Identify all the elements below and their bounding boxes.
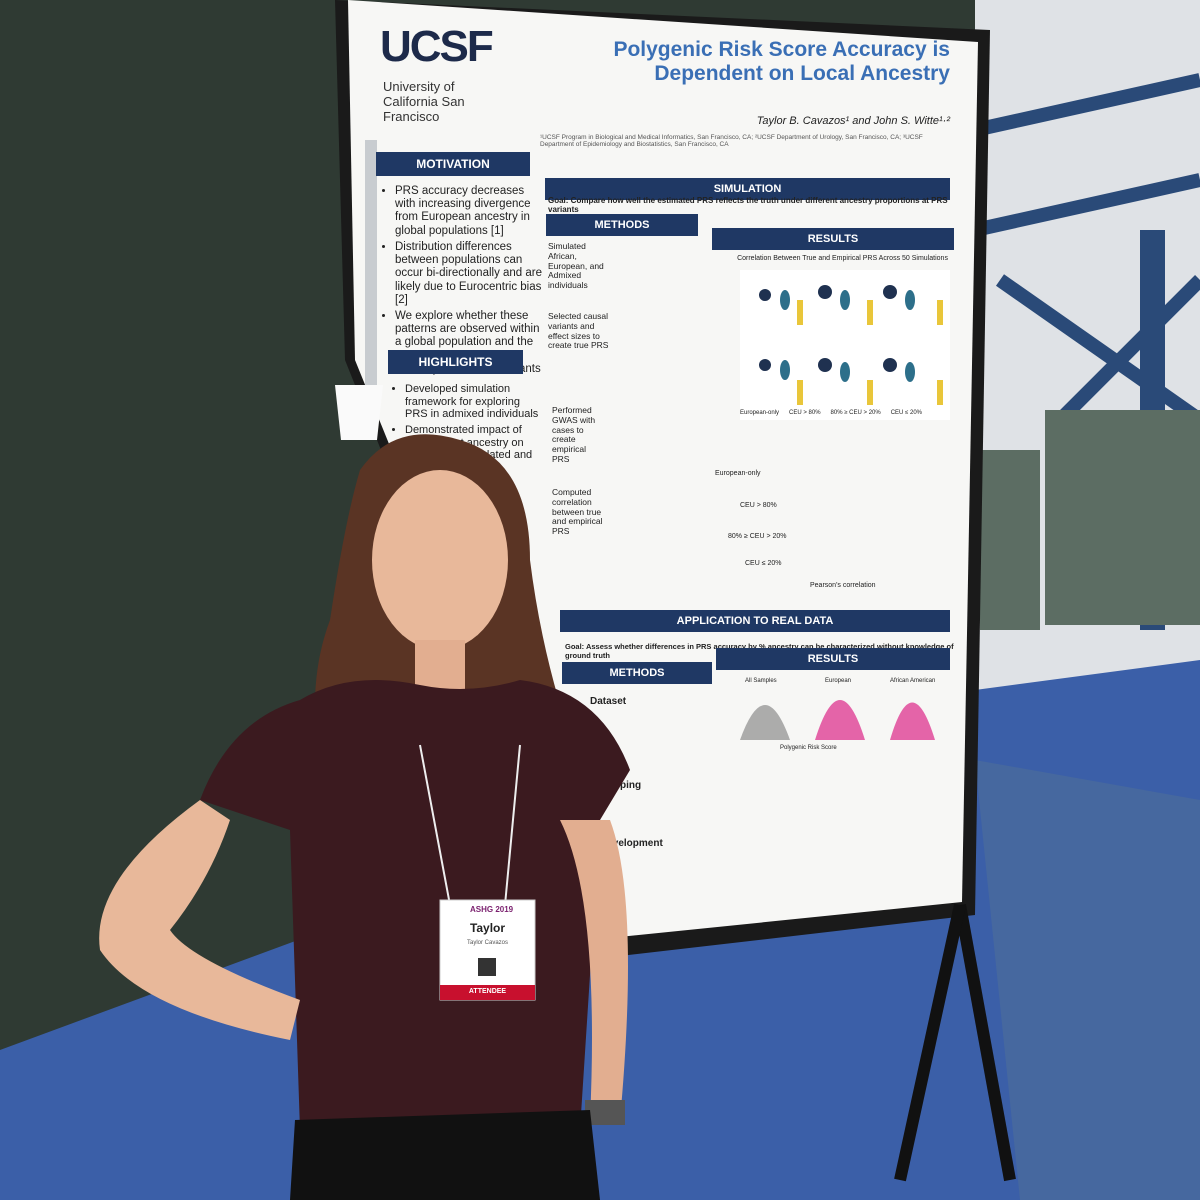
legend-entry: European-only <box>740 410 780 416</box>
row-label: European-only <box>715 470 761 477</box>
panel-title: African American <box>890 678 936 684</box>
plot-title: Correlation Between True and Empirical P… <box>737 255 948 262</box>
bullet-list: Developed simulation framework for explo… <box>395 383 540 477</box>
axis-label: Polygenic Risk Score <box>780 745 837 751</box>
badge-full-name: Taylor Cavazos <box>466 940 508 946</box>
row-label: CEU ≤ 20% <box>745 560 782 567</box>
section-heading: SIMULATION <box>545 178 950 200</box>
cup <box>335 385 383 440</box>
bullet: PRS accuracy decreases with increasing d… <box>395 185 545 238</box>
section-heading: MOTIVATION <box>376 152 530 176</box>
section-heading: RESULTS <box>716 648 950 670</box>
bullet: Developed simulation framework for explo… <box>405 383 540 421</box>
method-step: Performed GWAS with cases to create empi… <box>552 405 596 464</box>
affiliations: ¹UCSF Program in Biological and Medical … <box>540 134 923 149</box>
easel-leg <box>894 903 966 1182</box>
panel-title: European <box>825 678 852 684</box>
section-heading: HIGHLIGHTS <box>388 350 523 374</box>
method-item: Mapping <box>600 780 642 791</box>
authors: Taylor B. Cavazos¹ and John S. Witte¹·² <box>756 115 950 127</box>
row-label: CEU > 80% <box>740 502 777 509</box>
row-label: 80% ≥ CEU > 20% <box>728 533 787 540</box>
logo: UCSF <box>380 22 494 71</box>
truss <box>973 73 1200 426</box>
poster-title: Polygenic Risk Score Accuracy is Depende… <box>613 38 950 86</box>
legend-entry: CEU > 80% <box>789 410 821 416</box>
axis-label: Pearson's correlation <box>810 582 876 589</box>
goal: Goal: Compare how well the estimated PRS… <box>548 196 948 215</box>
method-step: Selected causal variants and effect size… <box>548 311 609 351</box>
panel-title: All Samples <box>745 678 777 684</box>
legend-entry: 80% ≥ CEU > 20% <box>830 410 881 416</box>
bullet: Distribution differences between populat… <box>395 241 545 307</box>
method-step: Computed correlation between true and em… <box>552 487 603 537</box>
badge-role: ATTENDEE <box>468 988 507 995</box>
carpet-shade <box>975 760 1200 1200</box>
bullet: Demonstrated impact of PRS variant ances… <box>405 424 540 475</box>
institution: University of California San Francisco <box>383 79 465 124</box>
badge-event: ASHG 2019 <box>470 905 514 914</box>
section-heading: RESULTS <box>712 228 954 250</box>
poster-shadow <box>365 140 377 440</box>
bullet-list: PRS accuracy decreases with increasing d… <box>385 185 545 379</box>
partition <box>1045 410 1200 625</box>
legend: European-only CEU > 80% 80% ≥ CEU > 20% … <box>740 410 955 417</box>
method-item: Dataset <box>590 696 627 707</box>
method-item: Development <box>600 838 663 849</box>
density-plots <box>740 700 935 740</box>
method-step: Simulated African, European, and Admixed… <box>548 241 604 291</box>
legend-entry: CEU ≤ 20% <box>890 410 923 416</box>
easel-leg <box>954 903 1016 1182</box>
section-heading: APPLICATION TO REAL DATA <box>560 610 950 632</box>
sim-plot <box>740 270 950 420</box>
badge-first-name: Taylor <box>469 921 506 935</box>
section-heading: METHODS <box>546 214 698 236</box>
section-heading: METHODS <box>562 662 712 684</box>
partition <box>980 450 1040 630</box>
